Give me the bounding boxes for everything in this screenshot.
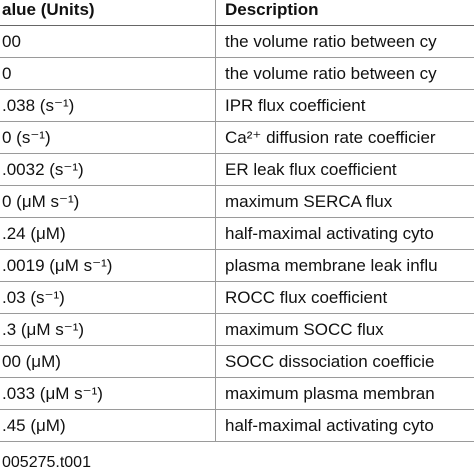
table-row: .03 (s⁻¹) ROCC flux coefficient <box>0 282 474 314</box>
table-row: .45 (μM) half-maximal activating cyto <box>0 410 474 442</box>
table-row-cell: .45 (μM) <box>2 416 66 435</box>
table-row-cell: 0 <box>2 64 12 83</box>
table-footer: 005275.t001 <box>2 454 91 471</box>
table-row: .0019 (μM s⁻¹) plasma membrane leak influ <box>0 250 474 282</box>
table-row-cell: 0 (s⁻¹) <box>2 128 51 147</box>
table-row-cell: IPR flux coefficient <box>215 90 474 121</box>
table-row-cell: .3 (μM s⁻¹) <box>2 320 85 339</box>
table-row: 0 (s⁻¹) Ca²⁺ diffusion rate coefficier <box>0 122 474 154</box>
header-row-cell: Description <box>215 0 474 25</box>
table-row: 00 the volume ratio between cy <box>0 26 474 58</box>
table-row: .033 (μM s⁻¹) maximum plasma membran <box>0 378 474 410</box>
table-row-cell: .0019 (μM s⁻¹) <box>2 256 113 275</box>
table-row: .0032 (s⁻¹) ER leak flux coefficient <box>0 154 474 186</box>
table-row-cell: maximum SERCA flux <box>215 186 474 217</box>
table-row-cell: the volume ratio between cy <box>215 58 474 89</box>
header-row-cell: alue (Units) <box>2 0 95 19</box>
table-row-cell: .03 (s⁻¹) <box>2 288 65 307</box>
table-row-cell: 00 (μM) <box>2 352 61 371</box>
table-row-cell: Ca²⁺ diffusion rate coefficier <box>215 122 474 153</box>
table-row: 0 (μM s⁻¹) maximum SERCA flux <box>0 186 474 218</box>
table-row-cell: plasma membrane leak influ <box>215 250 474 281</box>
table-row: 00 (μM) SOCC dissociation coefficie <box>0 346 474 378</box>
table-row-cell: .038 (s⁻¹) <box>2 96 75 115</box>
table-row-cell: .033 (μM s⁻¹) <box>2 384 103 403</box>
table-row-cell: SOCC dissociation coefficie <box>215 346 474 377</box>
table-row-cell: 00 <box>2 32 21 51</box>
table-row-cell: .0032 (s⁻¹) <box>2 160 84 179</box>
table-row: 0 the volume ratio between cy <box>0 58 474 90</box>
table-row-cell: half-maximal activating cyto <box>215 218 474 249</box>
header-row: alue (Units) Description <box>0 0 474 26</box>
table-row-cell: .24 (μM) <box>2 224 66 243</box>
table-row-cell: ROCC flux coefficient <box>215 282 474 313</box>
table-row-cell: 0 (μM s⁻¹) <box>2 192 80 211</box>
table-row-cell: the volume ratio between cy <box>215 26 474 57</box>
table-row-cell: ER leak flux coefficient <box>215 154 474 185</box>
table-row: .038 (s⁻¹) IPR flux coefficient <box>0 90 474 122</box>
table-row-cell: maximum SOCC flux <box>215 314 474 345</box>
table-row: .3 (μM s⁻¹) maximum SOCC flux <box>0 314 474 346</box>
table-row-cell: half-maximal activating cyto <box>215 410 474 441</box>
table-row-cell: maximum plasma membran <box>215 378 474 409</box>
table-row: .24 (μM) half-maximal activating cyto <box>0 218 474 250</box>
